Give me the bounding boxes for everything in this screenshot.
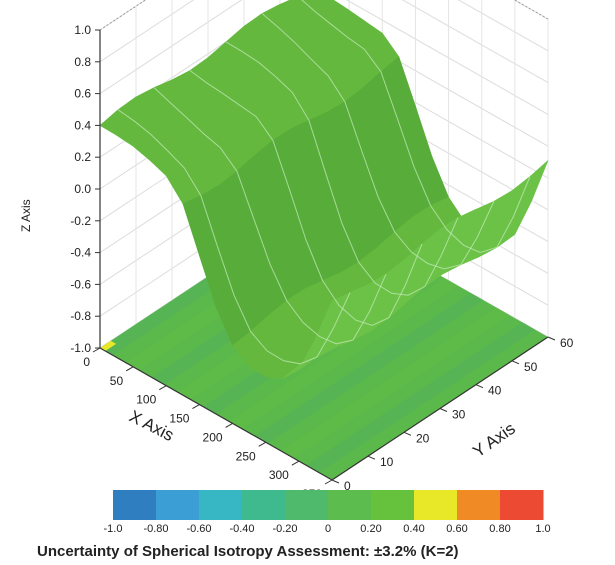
y-tick-mark	[475, 384, 484, 389]
surface-meshline	[117, 109, 351, 365]
x-tick-label: 150	[169, 412, 189, 426]
x-tick-mark	[225, 422, 233, 428]
colorbar-tick-label: 1.0	[535, 523, 550, 535]
x-tick-mark	[258, 441, 266, 447]
floor-band	[280, 307, 510, 458]
z-tick-label: -0.8	[70, 309, 91, 323]
colorbar-tick-label: -0.20	[272, 523, 297, 535]
surface-meshline	[261, 13, 495, 270]
y-axis-title: Y Axis	[469, 419, 518, 461]
floor-band	[228, 278, 458, 429]
colorbar-tick-label: 0	[325, 523, 331, 535]
footer-note: Uncertainty of Spherical Isotropy Assess…	[37, 543, 459, 560]
x-tick-mark	[92, 347, 101, 353]
y-tick-label: 20	[416, 431, 430, 445]
colorbar-swatch	[328, 490, 372, 520]
y-tick-mark	[547, 336, 556, 341]
z-tick-label: 1.0	[74, 23, 91, 37]
colorbar-swatch	[199, 490, 243, 520]
x-tick-label: 250	[236, 449, 256, 463]
colorbar-tick-label: 0.20	[360, 523, 381, 535]
x-tick-mark	[192, 404, 200, 410]
colorbar-tick-label: 0.80	[489, 523, 510, 535]
surface-meshline	[225, 41, 459, 296]
y-tick-label: 0	[344, 479, 351, 493]
z-tick-label: 0.8	[74, 55, 91, 69]
y-tick-mark	[511, 360, 520, 365]
floor-hotspot	[100, 340, 117, 351]
colorbar-tick-label: 0.40	[403, 523, 424, 535]
z-tick-label: 0.4	[74, 118, 91, 132]
x-tick-mark	[125, 366, 134, 372]
y-tick-label: 10	[380, 455, 394, 469]
floor-band	[306, 322, 536, 473]
surface-meshline	[301, 0, 531, 254]
z-tick-label: 0.2	[74, 150, 91, 164]
x-tick-mark	[324, 479, 333, 485]
y-tick-mark	[439, 408, 448, 412]
y-tick-label: 40	[488, 384, 502, 398]
x-tick-label: 0	[83, 355, 90, 369]
colorbar-tick-label: -0.40	[229, 523, 254, 535]
colorbar-tick-label: -0.80	[143, 523, 168, 535]
z-tick-label: -1.0	[70, 341, 91, 355]
y-tick-label: 30	[452, 408, 466, 422]
colorbar-swatch	[242, 490, 286, 520]
z-tick-label: -0.6	[70, 277, 91, 291]
colorbar-swatch	[457, 490, 501, 520]
x-tick-label: 50	[110, 374, 124, 388]
colorbar-tick-label: -0.60	[186, 523, 211, 535]
colorbar-swatch	[371, 490, 415, 520]
tick-labels: 1.00.80.60.40.20.0-0.2-0.4-0.6-0.8-1.005…	[70, 23, 573, 501]
z-axis-title: Z Axis	[19, 199, 33, 232]
z-tick-label: 0.6	[74, 87, 91, 101]
y-tick-mark	[403, 431, 412, 436]
x-tick-mark	[291, 460, 300, 466]
x-axis-line	[99, 347, 333, 481]
y-tick-label: 60	[560, 336, 574, 350]
surface-meshline	[189, 70, 423, 326]
colorbar-swatch	[285, 490, 329, 520]
z-tick-label: -0.2	[70, 214, 91, 228]
colorbar-swatch	[500, 490, 544, 520]
colorbar-swatch	[113, 490, 157, 520]
colorbar-tick-label: 0.60	[446, 523, 467, 535]
colorbar: -1.0 -0.80 -0.60 -0.40 -0.20 0 0.20 0.40 0.60 0.8…	[104, 490, 551, 535]
z-tick-label: 0.0	[74, 182, 91, 196]
y-tick-mark	[331, 479, 340, 484]
x-tick-mark	[159, 385, 167, 391]
y-tick-mark	[367, 455, 376, 460]
surface-mesh	[99, 0, 549, 380]
floor-band	[254, 293, 484, 444]
z-tick-label: -0.4	[70, 246, 91, 260]
y-tick-label: 50	[524, 360, 538, 374]
x-tick-label: 300	[269, 468, 289, 482]
colorbar-swatch	[414, 490, 458, 520]
colorbar-tick-label: -1.0	[104, 523, 123, 535]
colorbar-swatch	[156, 490, 200, 520]
x-tick-label: 100	[136, 393, 156, 407]
surface-meshline	[153, 87, 387, 345]
x-tick-label: 200	[203, 430, 223, 444]
